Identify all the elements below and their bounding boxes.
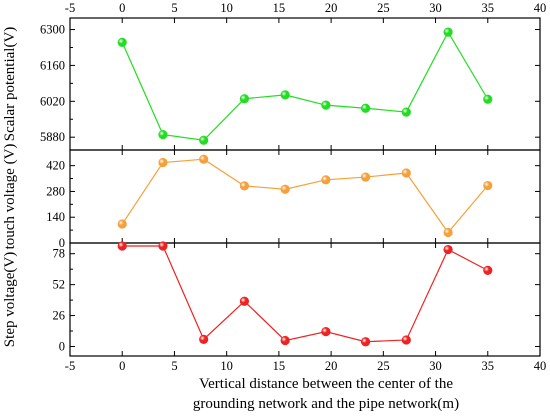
x-tick-label-bottom: -5 — [65, 359, 75, 373]
data-point-touch — [360, 172, 371, 182]
y-tick-label-touch: 280 — [46, 184, 65, 198]
data-point-scalar — [321, 100, 331, 110]
series-line-touch — [121, 158, 489, 234]
y-tick-label-scalar: 6160 — [40, 58, 65, 72]
x-tick-label-bottom: 10 — [220, 359, 233, 373]
data-point-step — [401, 335, 411, 345]
data-point-step — [443, 244, 453, 255]
x-tick-label-bottom: 0 — [119, 359, 125, 373]
y-axis-label-step: Step voltage(V) — [2, 252, 18, 347]
data-point-scalar — [117, 37, 127, 47]
x-tick-label-top: 5 — [171, 1, 177, 15]
x-tick-label-bottom: 20 — [325, 359, 338, 373]
x-tick-label-bottom: 25 — [377, 359, 390, 373]
y-tick-label-touch: 0 — [59, 236, 65, 250]
x-tick-label-bottom: 40 — [534, 359, 547, 373]
data-point-touch — [443, 227, 453, 238]
x-tick-label-top: 0 — [119, 1, 125, 15]
series-line-step — [122, 245, 489, 343]
data-point-touch — [239, 181, 250, 191]
data-point-step — [360, 337, 371, 347]
data-point-touch — [483, 180, 493, 191]
data-point-step — [280, 335, 290, 346]
y-tick-label-touch: 420 — [46, 159, 65, 173]
data-point-scalar — [280, 90, 290, 100]
data-point-step — [158, 241, 168, 251]
data-point-scalar — [443, 27, 453, 37]
data-point-scalar — [401, 107, 411, 117]
x-axis-label-line1: Vertical distance between the center of … — [199, 376, 453, 392]
data-series — [117, 27, 493, 347]
x-axis-label-line2: grounding network and the pipe network(m… — [193, 396, 459, 412]
data-point-step — [483, 265, 493, 275]
data-point-touch — [158, 157, 168, 168]
x-tick-label-top: -5 — [65, 1, 75, 15]
x-tick-label-top: 40 — [534, 1, 547, 15]
x-tick-label-bottom: 5 — [171, 359, 177, 373]
x-tick-label-top: 30 — [429, 1, 442, 15]
x-tick-label-bottom: 30 — [429, 359, 442, 373]
panel-frame-step — [69, 242, 541, 357]
x-tick-label-top: 25 — [377, 1, 390, 15]
x-tick-label-top: 15 — [273, 1, 286, 15]
data-point-scalar — [483, 94, 493, 104]
data-point-step — [117, 241, 127, 251]
data-point-step — [239, 296, 250, 306]
y-axis-label-touch: touch voltage (V) — [2, 144, 18, 250]
data-point-scalar — [199, 135, 209, 145]
y-tick-label-step: 26 — [53, 309, 66, 323]
y-tick-label-touch: 140 — [46, 210, 65, 224]
data-point-scalar — [239, 94, 250, 104]
panel-frames — [69, 17, 541, 357]
x-tick-label-top: 35 — [482, 1, 495, 15]
x-tick-label-top: 20 — [325, 1, 338, 15]
data-point-touch — [321, 175, 331, 185]
data-point-touch — [117, 219, 127, 229]
data-point-step — [199, 334, 209, 344]
x-tick-label-bottom: 15 — [273, 359, 286, 373]
y-tick-label-scalar: 6300 — [40, 23, 65, 37]
y-tick-label-step: 0 — [59, 339, 65, 353]
y-tick-label-scalar: 6020 — [40, 94, 65, 108]
y-tick-label-step: 52 — [53, 278, 66, 292]
axis-ticks — [69, 18, 541, 356]
y-tick-label-scalar: 5880 — [40, 130, 65, 144]
data-point-touch — [401, 168, 411, 178]
data-point-touch — [280, 184, 290, 194]
axis-labels: Vertical distance between the center of … — [2, 27, 459, 412]
data-point-touch — [199, 154, 209, 164]
data-point-scalar — [158, 130, 168, 140]
series-line-scalar — [121, 30, 489, 141]
y-tick-label-step: 78 — [53, 247, 66, 261]
x-tick-label-top: 10 — [220, 1, 233, 15]
data-point-scalar — [360, 103, 371, 113]
data-point-step — [321, 327, 331, 337]
x-tick-label-bottom: 35 — [482, 359, 495, 373]
y-axis-label-scalar: Scalar potential(V) — [2, 27, 18, 142]
